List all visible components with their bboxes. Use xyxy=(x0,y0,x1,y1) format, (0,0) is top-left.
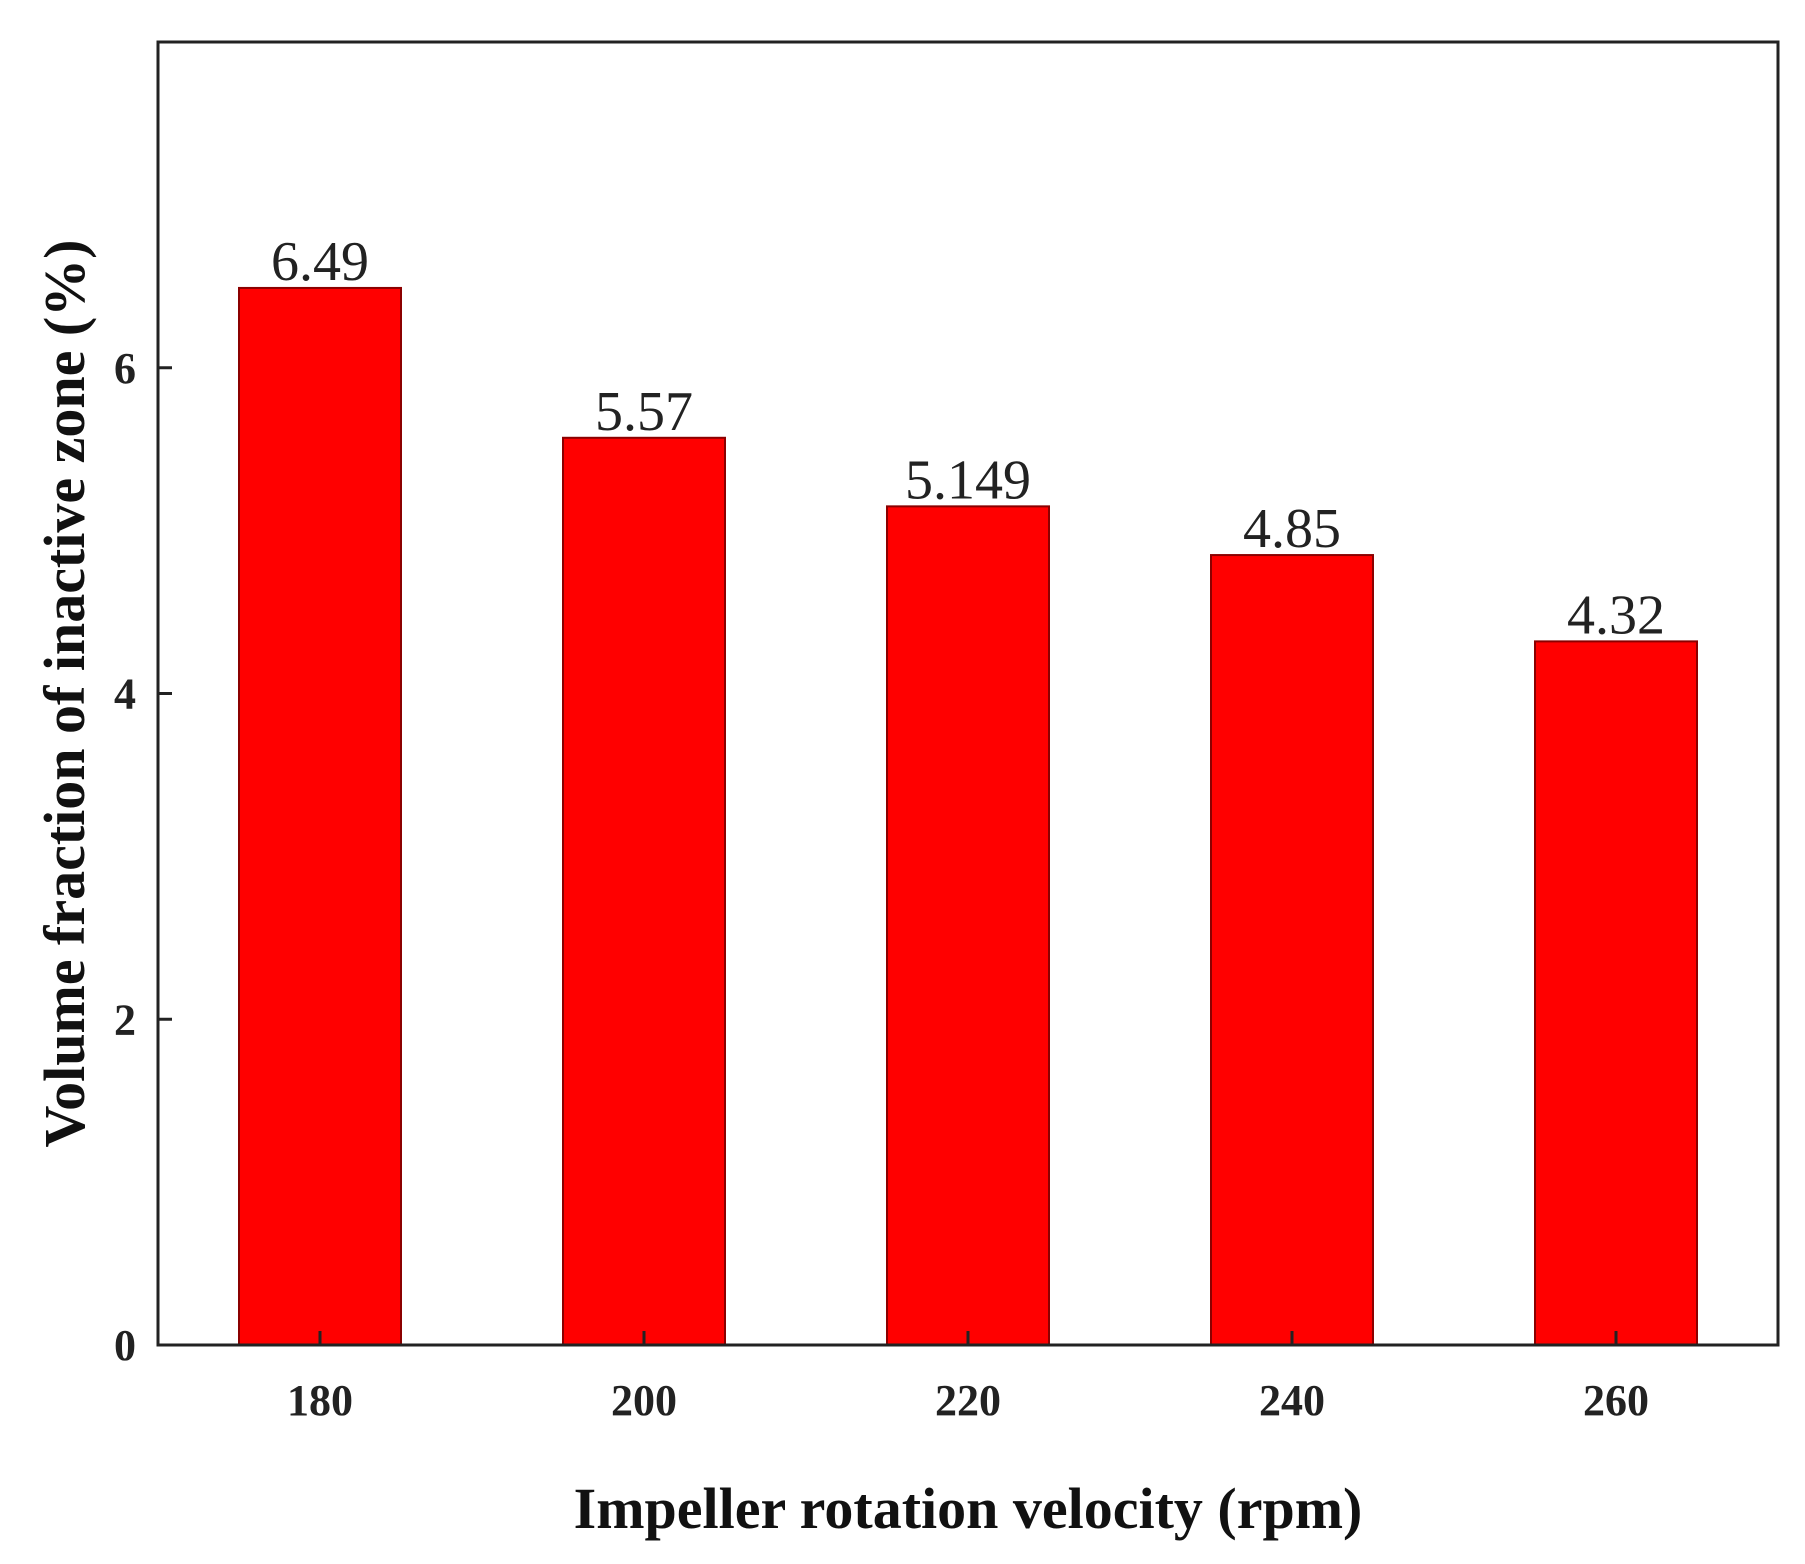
bar-260 xyxy=(1534,640,1698,1346)
y-axis-ticks: 0 2 4 6 xyxy=(114,344,172,1370)
bars-group xyxy=(238,286,1698,1346)
x-tick-label-180: 180 xyxy=(287,1376,353,1425)
bar-180 xyxy=(238,286,402,1346)
data-label-180: 6.49 xyxy=(271,231,369,293)
y-axis-title: Volume fraction of inactive zone (%) xyxy=(32,240,97,1148)
y-tick-label-4: 4 xyxy=(114,670,136,719)
bar-220 xyxy=(886,505,1050,1346)
bar-240 xyxy=(1210,554,1374,1346)
y-tick-label-6: 6 xyxy=(114,344,136,393)
data-label-220: 5.149 xyxy=(905,449,1031,511)
data-labels-group: 6.49 5.57 5.149 4.85 4.32 xyxy=(271,231,1665,646)
y-tick-label-0: 0 xyxy=(114,1321,136,1370)
data-label-200: 5.57 xyxy=(595,381,693,443)
bar-200 xyxy=(562,436,726,1346)
x-tick-label-200: 200 xyxy=(611,1376,677,1425)
data-label-260: 4.32 xyxy=(1567,584,1665,646)
x-axis-ticks: 180 200 220 240 260 xyxy=(287,1331,1649,1425)
x-tick-label-220: 220 xyxy=(935,1376,1001,1425)
y-tick-label-2: 2 xyxy=(114,995,136,1044)
x-tick-label-240: 240 xyxy=(1259,1376,1325,1425)
x-tick-label-260: 260 xyxy=(1583,1376,1649,1425)
data-label-240: 4.85 xyxy=(1243,498,1341,560)
x-axis-title: Impeller rotation velocity (rpm) xyxy=(574,1476,1363,1541)
